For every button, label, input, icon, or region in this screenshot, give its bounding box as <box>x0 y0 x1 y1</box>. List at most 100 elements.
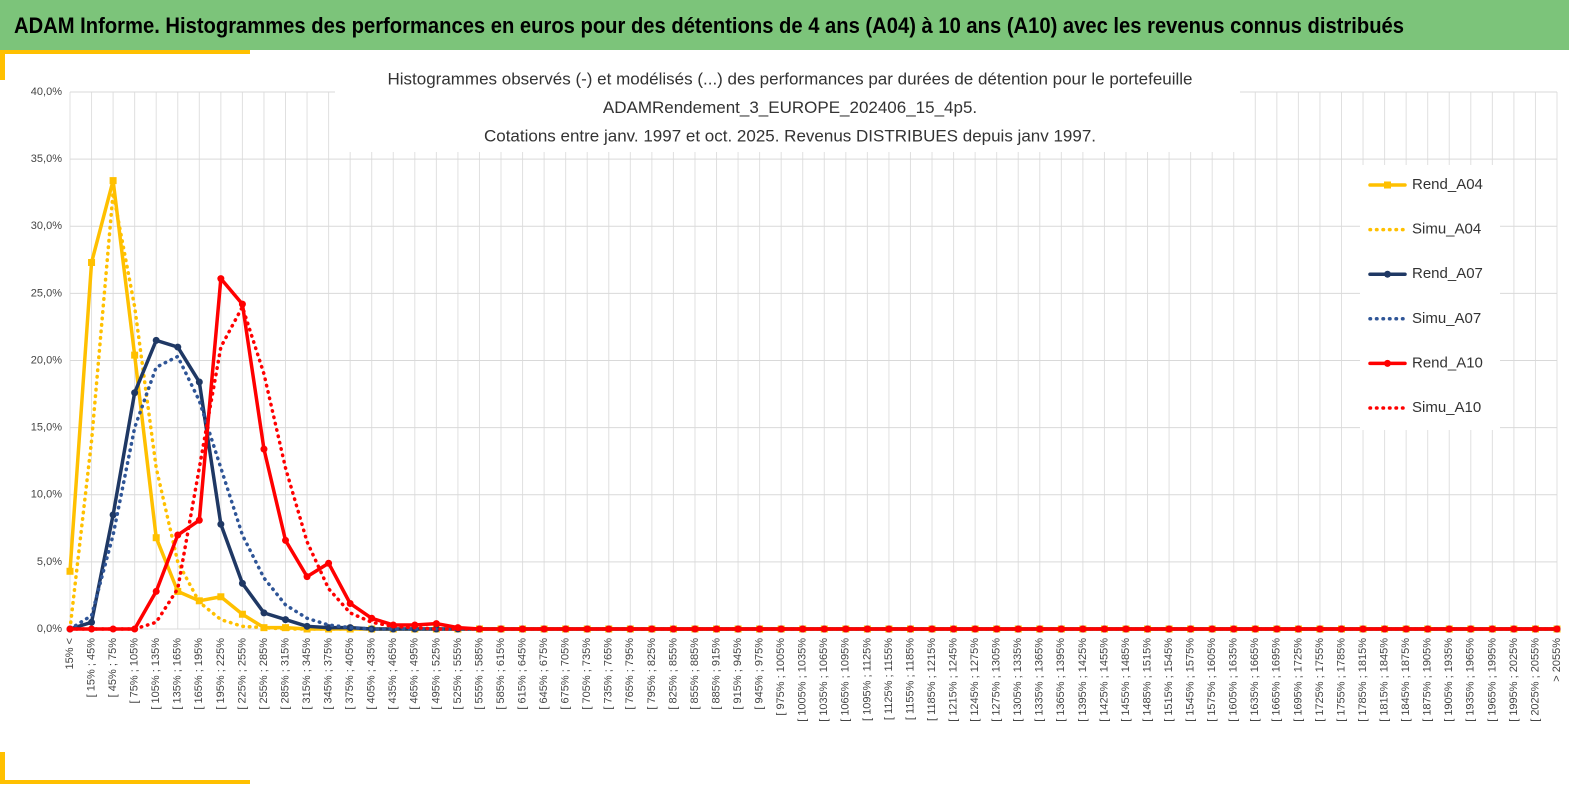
marker <box>88 258 96 266</box>
x-tick-label: [ 1215% ; 1245% <box>947 638 959 722</box>
marker <box>1187 625 1195 633</box>
series-line <box>68 190 1559 631</box>
x-tick-label: [ 225% ; 255% <box>236 638 248 710</box>
x-tick-label: 15% < <box>64 638 76 670</box>
legend-bg <box>1360 165 1500 430</box>
legend-marker <box>1384 359 1391 367</box>
x-tick-label: [ 555% ; 585% <box>473 638 485 710</box>
x-tick-label: [ 255% ; 285% <box>258 638 270 710</box>
x-tick-label: [ 1995% ; 2025% <box>1508 638 1520 722</box>
marker <box>88 618 96 626</box>
x-tick-label: [ 1545% ; 1575% <box>1185 638 1197 722</box>
x-tick-label: [ 915% ; 945% <box>732 638 744 710</box>
x-tick-label: [ 645% ; 675% <box>538 638 550 710</box>
x-tick-label: [ 1515% ; 1545% <box>1163 638 1175 722</box>
marker <box>195 378 203 386</box>
series-line <box>68 276 1559 631</box>
x-tick-label: [ 1425% ; 1455% <box>1098 638 1110 722</box>
x-tick-label: [ 1845% ; 1875% <box>1400 638 1412 722</box>
x-tick-label: [ 1815% ; 1845% <box>1379 638 1391 722</box>
x-tick-label: [ 375% ; 405% <box>344 638 356 710</box>
x-tick-label: [ 705% ; 735% <box>581 638 593 710</box>
marker <box>260 445 268 453</box>
x-tick-label: [ 795% ; 825% <box>646 638 658 710</box>
marker <box>131 351 139 359</box>
x-tick-label: [ 135% ; 165% <box>172 638 184 710</box>
x-tick-label: [ 615% ; 645% <box>516 638 528 710</box>
legend-label: Simu_A10 <box>1412 399 1481 416</box>
marker <box>303 622 311 630</box>
y-tick-label: 10,0% <box>31 489 62 501</box>
x-tick-label: [ 675% ; 705% <box>560 638 572 710</box>
x-tick-label: [ 1245% ; 1275% <box>969 638 981 722</box>
marker <box>66 567 74 575</box>
x-tick-label: [ 1455% ; 1485% <box>1120 638 1132 722</box>
x-tick-label: [ 345% ; 375% <box>323 638 335 710</box>
x-tick-label: [ 45% ; 75% <box>107 638 119 698</box>
marker <box>217 275 225 283</box>
x-tick-label: [ 765% ; 795% <box>624 638 636 710</box>
x-tick-label: [ 1365% ; 1395% <box>1055 638 1067 722</box>
legend-label: Rend_A04 <box>1412 176 1483 193</box>
marker <box>583 625 591 633</box>
marker <box>325 559 333 567</box>
marker <box>109 511 117 519</box>
x-tick-label: [ 1155% ; 1185% <box>904 638 916 720</box>
marker <box>1553 625 1561 633</box>
x-tick-label: [ 435% ; 465% <box>387 638 399 710</box>
x-tick-label: [ 585% ; 615% <box>495 638 507 710</box>
x-tick-label: [ 1335% ; 1365% <box>1034 638 1046 722</box>
marker <box>993 625 1001 633</box>
marker <box>842 625 850 633</box>
x-tick-label: [ 525% ; 555% <box>452 638 464 710</box>
marker <box>131 389 139 397</box>
y-tick-label: 30,0% <box>31 220 62 232</box>
marker <box>303 573 311 581</box>
marker <box>346 599 354 607</box>
x-tick-label: [ 285% ; 315% <box>279 638 291 710</box>
x-tick-label: [ 1065% ; 1095% <box>840 638 852 722</box>
x-tick-label: [ 1575% ; 1605% <box>1206 638 1218 722</box>
marker <box>432 620 440 628</box>
legend-marker <box>1384 270 1391 278</box>
series-line <box>68 338 1559 631</box>
marker <box>282 624 290 632</box>
marker <box>152 534 160 542</box>
x-tick-label: [ 1875% ; 1905% <box>1422 638 1434 722</box>
marker <box>1316 625 1324 633</box>
marker <box>1467 625 1475 633</box>
accent <box>0 780 250 784</box>
legend-marker <box>1384 181 1391 189</box>
legend-label: Simu_A04 <box>1412 221 1481 238</box>
x-tick-label: [ 1005% ; 1035% <box>797 638 809 722</box>
x-tick-label: [ 165% ; 195% <box>193 638 205 710</box>
marker <box>777 625 785 633</box>
marker <box>497 625 505 633</box>
x-tick-label: [ 1035% ; 1065% <box>818 638 830 722</box>
y-tick-label: 20,0% <box>31 354 62 366</box>
x-tick-label: [ 1605% ; 1635% <box>1228 638 1240 722</box>
marker <box>1402 625 1410 633</box>
marker <box>152 587 160 595</box>
marker <box>109 177 117 185</box>
marker <box>1531 625 1539 633</box>
x-tick-label: [ 1485% ; 1515% <box>1141 638 1153 722</box>
marker <box>1057 625 1065 633</box>
marker <box>217 593 225 601</box>
x-tick-label: > 2055% <box>1551 638 1563 682</box>
y-tick-label: 15,0% <box>31 422 62 434</box>
marker <box>238 610 246 618</box>
x-tick-label: [ 15% ; 45% <box>85 638 97 698</box>
y-tick-label: 5,0% <box>37 556 62 568</box>
accent <box>0 50 5 80</box>
marker <box>928 625 936 633</box>
marker <box>238 579 246 587</box>
x-tick-label: [ 975% ; 1005% <box>775 638 787 716</box>
x-tick-label: [ 1755% ; 1785% <box>1335 638 1347 722</box>
marker <box>174 343 182 351</box>
x-tick-label: [ 735% ; 765% <box>603 638 615 710</box>
x-tick-label: [ 1695% ; 1725% <box>1292 638 1304 722</box>
y-tick-label: 35,0% <box>31 153 62 165</box>
marker <box>1251 625 1259 633</box>
